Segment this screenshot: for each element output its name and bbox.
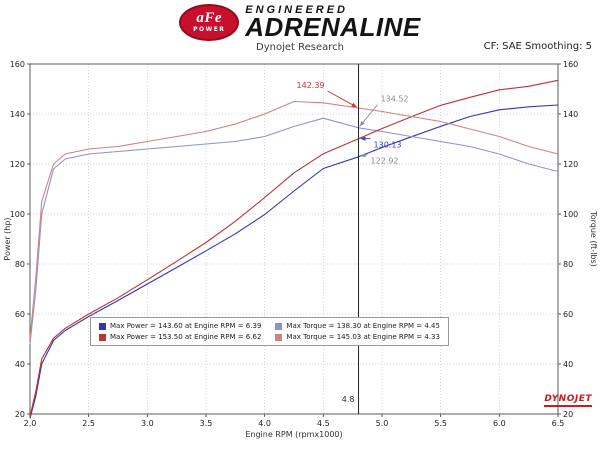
y-tick-label-right: 140 bbox=[563, 110, 578, 119]
plot-border bbox=[29, 63, 559, 415]
y-tick-label-right: 40 bbox=[563, 360, 573, 369]
y-axis-title-left: Power (hp) bbox=[3, 217, 12, 260]
x-tick-label: 3.0 bbox=[141, 419, 154, 428]
afe-logo-subtext: POWER bbox=[193, 26, 226, 33]
x-tick-label: 5.5 bbox=[434, 419, 447, 428]
y-tick-label-left: 140 bbox=[10, 110, 25, 119]
legend-text-torque-red: Max Torque = 145.03 at Engine RPM = 4.33 bbox=[286, 333, 440, 341]
legend-text-power-blue: Max Power = 143.60 at Engine RPM = 6.39 bbox=[110, 322, 262, 330]
brand-line-adrenaline: ADRENALINE bbox=[245, 11, 421, 42]
y-tick-label-left: 80 bbox=[15, 260, 25, 269]
brand-line-engineered: ENGINEERED bbox=[245, 4, 349, 17]
y-tick-label-left: 60 bbox=[15, 310, 25, 319]
y-tick-label-left: 160 bbox=[10, 60, 25, 69]
legend-swatch-power-red bbox=[99, 333, 106, 341]
legend-entry-torque-blue: Max Torque = 138.30 at Engine RPM = 4.45 bbox=[275, 322, 440, 330]
legend-swatch-torque-blue bbox=[275, 322, 283, 330]
cursor-value-label: 122.92 bbox=[371, 157, 399, 166]
annotation-leader bbox=[327, 90, 357, 108]
series-power-blue bbox=[29, 104, 559, 419]
y-tick-label-right: 100 bbox=[563, 210, 578, 219]
annotation-arrowhead bbox=[360, 153, 366, 158]
x-tick-label: 4.0 bbox=[258, 419, 271, 428]
chart-source-label: Dynojet Research bbox=[256, 42, 344, 53]
series-torque-blue bbox=[29, 117, 559, 345]
series-power-red bbox=[29, 79, 559, 417]
y-tick-label-left: 120 bbox=[10, 160, 25, 169]
legend-text-power-red: Max Power = 153.50 at Engine RPM = 6.62 bbox=[110, 333, 262, 341]
brand-header: aFe POWER ENGINEERED ADRENALINE bbox=[0, 3, 600, 41]
y-tick-label-right: 120 bbox=[563, 160, 578, 169]
x-tick-label: 5.0 bbox=[376, 419, 389, 428]
x-axis-title: Engine RPM (rpmx1000) bbox=[245, 430, 342, 439]
x-tick-label: 3.5 bbox=[200, 419, 213, 428]
x-tick-label: 2.5 bbox=[82, 419, 95, 428]
y-axis-title-right: Torque (ft-lbs) bbox=[589, 210, 598, 267]
dynojet-logo: DYNOJET bbox=[544, 394, 592, 407]
y-tick-label-right: 20 bbox=[563, 410, 573, 419]
legend-entry-power-blue: Max Power = 143.60 at Engine RPM = 6.39 bbox=[99, 322, 261, 330]
y-tick-label-left: 40 bbox=[15, 360, 25, 369]
y-tick-label-right: 60 bbox=[563, 310, 573, 319]
afe-logo-text: aFe bbox=[196, 10, 223, 26]
brand-wordmark: ENGINEERED ADRENALINE bbox=[245, 4, 421, 42]
annotation-arrowhead bbox=[359, 120, 365, 127]
legend-entry-torque-red: Max Torque = 145.03 at Engine RPM = 4.33 bbox=[275, 333, 440, 341]
x-tick-label: 6.0 bbox=[493, 419, 506, 428]
x-tick-label: 4.5 bbox=[317, 419, 330, 428]
chart-legend: Max Power = 143.60 at Engine RPM = 6.39 M… bbox=[90, 317, 449, 346]
smoothing-setting-label: CF: SAE Smoothing: 5 bbox=[483, 41, 592, 52]
cursor-label: 4.8 bbox=[342, 395, 355, 404]
annotation-arrowhead bbox=[351, 102, 357, 108]
y-tick-label-right: 80 bbox=[563, 260, 573, 269]
legend-swatch-torque-red bbox=[275, 333, 283, 341]
y-tick-label-right: 160 bbox=[563, 60, 578, 69]
cursor-value-label: 142.39 bbox=[297, 81, 325, 90]
legend-entry-power-red: Max Power = 153.50 at Engine RPM = 6.62 bbox=[99, 333, 261, 341]
y-tick-label-left: 100 bbox=[10, 210, 25, 219]
cursor-value-label: 134.52 bbox=[381, 95, 409, 104]
y-tick-label-left: 20 bbox=[15, 410, 25, 419]
legend-text-torque-blue: Max Torque = 138.30 at Engine RPM = 4.45 bbox=[286, 322, 440, 330]
series-torque-red bbox=[29, 100, 559, 340]
annotation-arrowhead bbox=[360, 136, 366, 141]
afe-logo: aFe POWER bbox=[179, 3, 240, 41]
legend-swatch-power-blue bbox=[99, 322, 106, 330]
x-tick-label: 2.0 bbox=[24, 419, 37, 428]
cursor-value-label: 130.13 bbox=[374, 141, 402, 150]
x-tick-label: 6.5 bbox=[552, 419, 565, 428]
